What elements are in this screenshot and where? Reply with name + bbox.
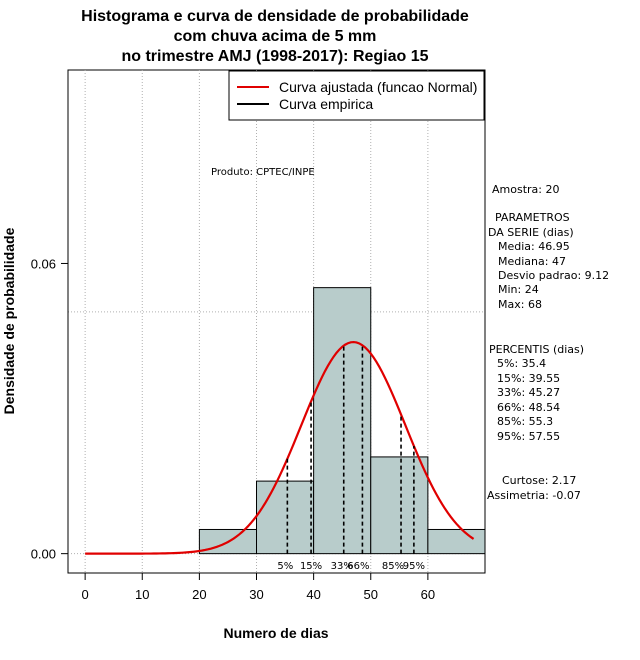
stat-desvio: Desvio padrao: 9.12 — [498, 269, 609, 282]
legend: Curva ajustada (funcao Normal) Curva emp… — [228, 70, 485, 121]
histogram-bar — [370, 456, 429, 555]
percentile-label: 95% — [403, 561, 425, 572]
y-tick-label: 0.00 — [31, 547, 56, 562]
x-axis-title: Numero de dias — [223, 625, 328, 641]
x-tick-label: 40 — [306, 587, 320, 602]
x-tick-label: 20 — [192, 587, 206, 602]
stat-parametros-title-1: PARAMETROS — [495, 211, 570, 224]
curve-layer — [85, 340, 475, 555]
normal-curve — [85, 340, 475, 555]
stat-min: Min: 24 — [498, 283, 539, 296]
histogram-bar — [313, 287, 372, 555]
stat-amostra: Amostra: 20 — [492, 183, 559, 196]
histogram-bar — [256, 480, 315, 555]
stat-p85: 85%: 55.3 — [497, 415, 553, 428]
stat-p15: 15%: 39.55 — [497, 372, 560, 385]
stat-max: Max: 68 — [498, 298, 542, 311]
chart-title-line-1: Histograma e curva de densidade de proba… — [81, 8, 469, 25]
x-tick-label: 10 — [135, 587, 149, 602]
legend-label-empirical: Curva empirica — [279, 96, 373, 112]
x-tick-label: 60 — [421, 587, 435, 602]
y-axis-title: Densidade de probabilidade — [1, 227, 17, 414]
percentile-label: 33% — [331, 561, 353, 572]
histogram-bar — [427, 528, 486, 555]
y-tick-label: 0.06 — [31, 256, 56, 271]
product-note: Produto: CPTEC/INPE — [211, 167, 315, 178]
percentile-label: 66% — [347, 561, 369, 572]
stats-panel: Amostra: 20 PARAMETROS DA SERIE (dias) M… — [487, 183, 609, 502]
x-tick-label: 50 — [364, 587, 378, 602]
stat-p5: 5%: 35.4 — [497, 357, 546, 370]
x-tick-label: 30 — [249, 587, 263, 602]
stat-curtose: Curtose: 2.17 — [502, 474, 576, 487]
percentile-label: 15% — [300, 561, 322, 572]
stat-p95: 95%: 57.55 — [497, 430, 560, 443]
x-tick-label: 0 — [82, 587, 89, 602]
histogram-bars — [198, 287, 486, 555]
chart-title-line-3: no trimestre AMJ (1998-2017): Regiao 15 — [121, 48, 428, 65]
percentile-lines: 5% 15% 33%66% 85%95% — [277, 345, 425, 572]
stat-percentis-title: PERCENTIS (dias) — [489, 343, 584, 356]
legend-box — [228, 70, 485, 121]
chart-title-line-2: com chuva acima de 5 mm — [174, 28, 377, 45]
stat-parametros-title-2: DA SERIE (dias) — [488, 226, 574, 239]
stat-mediana: Mediana: 47 — [498, 255, 566, 268]
legend-label-normal: Curva ajustada (funcao Normal) — [279, 79, 477, 95]
stat-assimetria: Assimetria: -0.07 — [487, 489, 581, 502]
percentile-label: 5% — [277, 561, 293, 572]
stat-p66: 66%: 48.54 — [497, 401, 560, 414]
stat-media: Media: 46.95 — [498, 240, 570, 253]
percentile-label: 85% — [382, 561, 404, 572]
stat-p33: 33%: 45.27 — [497, 386, 560, 399]
axes-layer: 0 10 20 30 40 50 60 0.00 0.06 — [31, 256, 435, 602]
